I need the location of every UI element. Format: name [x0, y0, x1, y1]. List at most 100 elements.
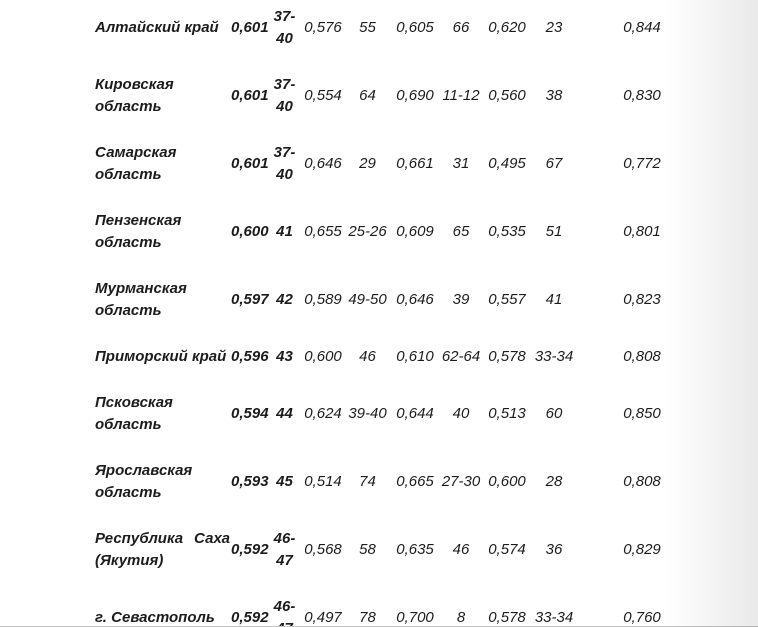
subindex3-rank-cell: 28 [545, 473, 563, 490]
index-rank-cell: 44 [276, 405, 293, 422]
table-row: г. Севастополь 0,592 46-47 0,497 78 0,70… [95, 584, 708, 627]
region-name-cell: Мурманская область [95, 280, 187, 319]
index-value-cell: 0,601 [231, 19, 269, 36]
region-name-cell: Приморский край [95, 348, 227, 365]
region-name-cell: Псковская область [95, 394, 173, 433]
table-row: Алтайский край 0,601 37-40 0,576 55 0,60… [95, 0, 708, 62]
subindex3-value-cell: 0,513 [488, 405, 526, 422]
region-name-cell: Республика Саха (Якутия) [95, 530, 230, 569]
final-value-cell: 0,844 [623, 19, 661, 36]
index-value-cell: 0,600 [231, 223, 269, 240]
regions-ranking-table: Алтайский край 0,601 37-40 0,576 55 0,60… [95, 0, 708, 627]
subindex2-value-cell: 0,700 [396, 609, 434, 626]
subindex3-rank-cell: 51 [545, 223, 563, 240]
region-name-cell: Самарская область [95, 144, 177, 183]
final-value-cell: 0,760 [623, 609, 661, 626]
subindex1-value-cell: 0,576 [304, 19, 342, 36]
subindex2-rank-cell: 8 [456, 609, 466, 626]
index-rank-cell: 45 [276, 473, 293, 490]
subindex3-rank-cell: 38 [545, 87, 563, 104]
subindex3-value-cell: 0,578 [488, 348, 526, 365]
index-value-cell: 0,592 [231, 541, 269, 558]
subindex3-rank-cell: 33-34 [534, 348, 574, 365]
table-row: Ярославская область 0,593 45 0,514 74 0,… [95, 448, 708, 516]
subindex1-value-cell: 0,624 [304, 405, 342, 422]
index-rank-cell: 43 [276, 348, 293, 365]
index-value-cell: 0,594 [231, 405, 269, 422]
subindex1-value-cell: 0,589 [304, 291, 342, 308]
region-name-cell: Кировская область [95, 76, 174, 115]
subindex2-rank-cell: 46 [452, 541, 470, 558]
subindex3-rank-cell: 60 [545, 405, 563, 422]
table-row: Пензенская область 0,600 41 0,655 25-26 … [95, 198, 708, 266]
subindex3-value-cell: 0,535 [488, 223, 526, 240]
index-value-cell: 0,596 [231, 348, 269, 365]
index-value-cell: 0,592 [231, 609, 269, 626]
index-rank-cell: 37-40 [273, 8, 296, 47]
table-row: Псковская область 0,594 44 0,624 39-40 0… [95, 380, 708, 448]
region-name-cell: г. Севастополь [95, 609, 215, 626]
subindex3-rank-cell: 41 [545, 291, 563, 308]
subindex1-rank-cell: 74 [359, 473, 376, 490]
subindex3-value-cell: 0,557 [488, 291, 526, 308]
subindex2-value-cell: 0,661 [396, 155, 434, 172]
table-row: Приморский край 0,596 43 0,600 46 0,610 … [95, 334, 708, 380]
subindex1-value-cell: 0,646 [304, 155, 342, 172]
subindex3-value-cell: 0,574 [488, 541, 526, 558]
subindex3-rank-cell: 23 [545, 19, 563, 36]
subindex1-rank-cell: 25-26 [348, 223, 387, 240]
final-value-cell: 0,808 [623, 473, 661, 490]
subindex1-rank-cell: 46 [359, 348, 376, 365]
final-value-cell: 0,801 [623, 223, 661, 240]
subindex2-value-cell: 0,646 [396, 291, 434, 308]
subindex3-value-cell: 0,495 [488, 155, 526, 172]
subindex2-rank-cell: 62-64 [441, 348, 481, 365]
subindex1-rank-cell: 29 [359, 155, 376, 172]
subindex2-value-cell: 0,690 [396, 87, 434, 104]
final-value-cell: 0,808 [623, 348, 661, 365]
subindex2-rank-cell: 27-30 [441, 473, 481, 490]
subindex1-value-cell: 0,554 [304, 87, 342, 104]
subindex1-value-cell: 0,655 [304, 223, 342, 240]
final-value-cell: 0,829 [623, 541, 661, 558]
index-rank-cell: 46-47 [273, 530, 296, 569]
index-value-cell: 0,597 [231, 291, 269, 308]
subindex2-value-cell: 0,605 [396, 19, 434, 36]
subindex1-value-cell: 0,514 [304, 473, 342, 490]
subindex1-value-cell: 0,600 [304, 348, 342, 365]
index-value-cell: 0,601 [231, 87, 269, 104]
region-name-cell: Ярославская область [95, 462, 193, 501]
table-row: Кировская область 0,601 37-40 0,554 64 0… [95, 62, 708, 130]
subindex3-value-cell: 0,600 [488, 473, 526, 490]
index-rank-cell: 42 [276, 291, 293, 308]
subindex3-rank-cell: 33-34 [534, 609, 574, 626]
subindex1-rank-cell: 49-50 [348, 291, 387, 308]
final-value-cell: 0,823 [623, 291, 661, 308]
subindex2-value-cell: 0,635 [396, 541, 434, 558]
subindex2-rank-cell: 39 [452, 291, 470, 308]
table-row: Мурманская область 0,597 42 0,589 49-50 … [95, 266, 708, 334]
subindex1-rank-cell: 39-40 [348, 405, 387, 422]
subindex1-value-cell: 0,497 [304, 609, 342, 626]
index-rank-cell: 46-47 [273, 598, 296, 627]
index-value-cell: 0,601 [231, 155, 269, 172]
final-value-cell: 0,772 [623, 155, 661, 172]
subindex3-value-cell: 0,620 [488, 19, 526, 36]
subindex1-rank-cell: 78 [359, 609, 376, 626]
final-value-cell: 0,830 [623, 87, 661, 104]
subindex1-rank-cell: 55 [359, 19, 376, 36]
index-rank-cell: 37-40 [273, 144, 296, 183]
subindex2-rank-cell: 31 [452, 155, 470, 172]
subindex1-rank-cell: 64 [359, 87, 376, 104]
region-name-cell: Пензенская область [95, 212, 182, 251]
index-rank-cell: 41 [276, 223, 293, 240]
subindex1-value-cell: 0,568 [304, 541, 342, 558]
subindex2-value-cell: 0,610 [396, 348, 434, 365]
index-rank-cell: 37-40 [273, 76, 296, 115]
subindex2-rank-cell: 66 [452, 19, 470, 36]
final-value-cell: 0,850 [623, 405, 661, 422]
subindex2-value-cell: 0,644 [396, 405, 434, 422]
region-name-cell: Алтайский край [95, 19, 219, 36]
subindex3-value-cell: 0,560 [488, 87, 526, 104]
